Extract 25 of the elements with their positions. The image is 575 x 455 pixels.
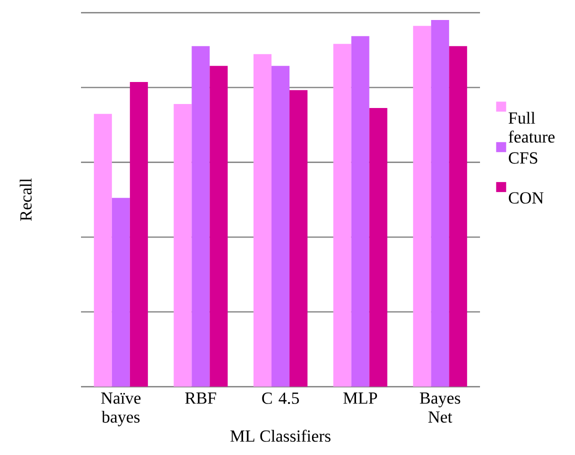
x-tick-label: MLP — [343, 392, 378, 404]
bar — [192, 46, 210, 387]
bar — [254, 54, 272, 387]
bar — [94, 114, 112, 387]
bar — [290, 90, 308, 387]
bar — [174, 104, 192, 387]
bar — [272, 66, 290, 387]
legend-label: CON — [508, 192, 544, 204]
x-tick-label: RBF — [185, 392, 216, 404]
bar — [210, 66, 228, 387]
x-tick-label: C 4.5 — [262, 392, 299, 404]
bar — [351, 36, 370, 387]
x-axis-title: ML Classifiers — [230, 430, 330, 442]
bar — [112, 198, 130, 387]
legend-label: Full feature — [508, 112, 555, 143]
bar — [413, 26, 432, 387]
x-tick-label: Naïve bayes — [101, 392, 141, 426]
bar — [369, 108, 388, 387]
bar — [130, 82, 148, 387]
bar — [431, 20, 450, 387]
legend-label: CFS — [508, 152, 538, 164]
y-axis-title: Recall — [20, 178, 32, 221]
x-tick-label: Bayes Net — [420, 392, 460, 423]
bar — [449, 46, 468, 387]
bar — [333, 44, 352, 387]
